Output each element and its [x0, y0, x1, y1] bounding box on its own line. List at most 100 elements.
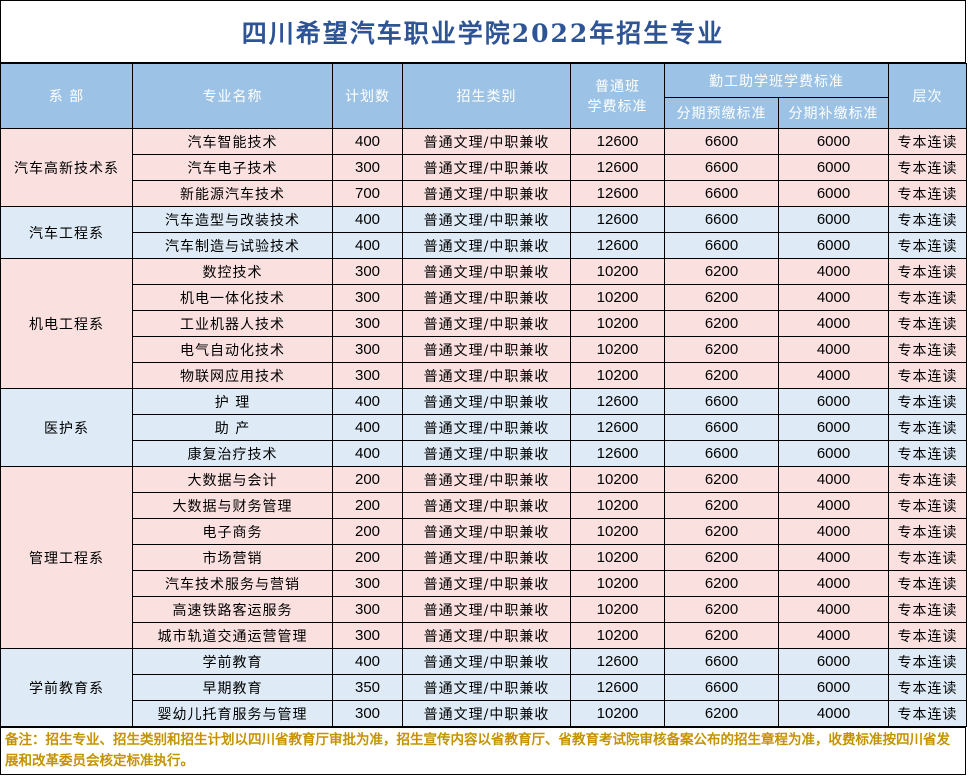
- major-cell: 学前教育: [132, 648, 333, 675]
- plan-cell: 350: [332, 674, 403, 701]
- installment-supp-cell: 4000: [778, 310, 889, 337]
- header-regular-fee-line2: 学费标准: [587, 99, 648, 115]
- table-row: 汽车制造与试验技术 400 普通文理/中职兼收 12600 6600 6000 专本连读: [1, 232, 967, 259]
- table-row: 电气自动化技术 300 普通文理/中职兼收 10200 6200 4000 专本连读: [1, 336, 967, 363]
- table-row: 机电工程系 数控技术 300 普通文理/中职兼收 10200 6200 4000 专本连读: [0, 258, 967, 389]
- level-cell: 专本连读: [888, 232, 967, 259]
- installment-cell: 6200: [664, 570, 779, 597]
- plan-cell: 300: [332, 258, 403, 285]
- regular-fee-cell: 12600: [570, 180, 665, 207]
- major-cell: 婴幼儿托育服务与管理: [132, 700, 333, 727]
- plan-cell: 300: [332, 362, 403, 389]
- plan-cell: 300: [332, 596, 403, 623]
- level-cell: 专本连读: [888, 596, 967, 623]
- regular-fee-cell: 12600: [570, 232, 665, 259]
- regular-fee-cell: 12600: [570, 674, 665, 701]
- installment-cell: 6200: [664, 544, 779, 571]
- department-cell: 机电工程系: [0, 258, 133, 389]
- installment-supp-cell: 6000: [778, 206, 889, 233]
- table-row: 高速铁路客运服务 300 普通文理/中职兼收 10200 6200 4000 专本连读: [1, 596, 967, 623]
- installment-supp-cell: 4000: [778, 258, 889, 285]
- plan-cell: 200: [332, 492, 403, 519]
- level-cell: 专本连读: [888, 388, 967, 415]
- table-row: 市场营销 200 普通文理/中职兼收 10200 6200 4000 专本连读: [1, 544, 967, 571]
- table-row: 汽车技术服务与营销 300 普通文理/中职兼收 10200 6200 4000 专本连读: [1, 570, 967, 597]
- installment-supp-cell: 4000: [778, 466, 889, 493]
- major-cell: 大数据与财务管理: [132, 492, 333, 519]
- level-cell: 专本连读: [888, 440, 967, 467]
- level-cell: 专本连读: [888, 648, 967, 675]
- installment-supp-cell: 4000: [778, 284, 889, 311]
- table-row: 新能源汽车技术 700 普通文理/中职兼收 12600 6600 6000 专本连读: [1, 180, 967, 207]
- installment-supp-cell: 6000: [778, 674, 889, 701]
- table-row: 电子商务 200 普通文理/中职兼收 10200 6200 4000 专本连读: [1, 518, 967, 545]
- level-cell: 专本连读: [888, 336, 967, 363]
- major-cell: 汽车造型与改装技术: [132, 206, 333, 233]
- table-row: 机电一体化技术 300 普通文理/中职兼收 10200 6200 4000 专本连读: [1, 284, 967, 311]
- category-cell: 普通文理/中职兼收: [402, 284, 571, 311]
- installment-cell: 6600: [664, 674, 779, 701]
- regular-fee-cell: 12600: [570, 414, 665, 441]
- regular-fee-cell: 10200: [570, 700, 665, 727]
- installment-cell: 6600: [664, 180, 779, 207]
- department-cell: 管理工程系: [0, 466, 133, 649]
- level-cell: 专本连读: [888, 544, 967, 571]
- installment-supp-cell: 6000: [778, 128, 889, 155]
- category-cell: 普通文理/中职兼收: [402, 622, 571, 649]
- category-cell: 普通文理/中职兼收: [402, 700, 571, 727]
- category-cell: 普通文理/中职兼收: [402, 258, 571, 285]
- installment-cell: 6600: [664, 414, 779, 441]
- header-workstudy: 勤工助学班学费标准: [664, 63, 889, 98]
- installment-supp-cell: 6000: [778, 232, 889, 259]
- header-category: 招生类别: [402, 63, 571, 129]
- major-cell: 护 理: [132, 388, 333, 415]
- level-cell: 专本连读: [888, 570, 967, 597]
- installment-cell: 6200: [664, 336, 779, 363]
- installment-cell: 6600: [664, 128, 779, 155]
- table-row: 汽车电子技术 300 普通文理/中职兼收 12600 6600 6000 专本连读: [1, 154, 967, 181]
- installment-cell: 6600: [664, 388, 779, 415]
- table-row: 早期教育 350 普通文理/中职兼收 12600 6600 6000 专本连读: [1, 674, 967, 701]
- installment-supp-cell: 6000: [778, 180, 889, 207]
- installment-cell: 6200: [664, 518, 779, 545]
- major-cell: 电子商务: [132, 518, 333, 545]
- table-row: 学前教育系 学前教育 400 普通文理/中职兼收 12600 6600 6000 专本连读: [0, 648, 967, 727]
- installment-supp-cell: 6000: [778, 414, 889, 441]
- category-cell: 普通文理/中职兼收: [402, 310, 571, 337]
- installment-supp-cell: 6000: [778, 388, 889, 415]
- regular-fee-cell: 12600: [570, 388, 665, 415]
- plan-cell: 400: [332, 206, 403, 233]
- regular-fee-cell: 10200: [570, 544, 665, 571]
- category-cell: 普通文理/中职兼收: [402, 518, 571, 545]
- installment-cell: 6200: [664, 622, 779, 649]
- installment-cell: 6200: [664, 596, 779, 623]
- installment-supp-cell: 4000: [778, 336, 889, 363]
- major-cell: 机电一体化技术: [132, 284, 333, 311]
- department-cell: 汽车工程系: [0, 206, 133, 259]
- level-cell: 专本连读: [888, 518, 967, 545]
- installment-supp-cell: 4000: [778, 700, 889, 727]
- category-cell: 普通文理/中职兼收: [402, 596, 571, 623]
- plan-cell: 200: [332, 544, 403, 571]
- category-cell: 普通文理/中职兼收: [402, 466, 571, 493]
- major-cell: 汽车技术服务与营销: [132, 570, 333, 597]
- installment-cell: 6600: [664, 440, 779, 467]
- level-cell: 专本连读: [888, 362, 967, 389]
- category-cell: 普通文理/中职兼收: [402, 206, 571, 233]
- table-row: 城市轨道交通运营管理 300 普通文理/中职兼收 10200 6200 4000 专本连读: [1, 622, 967, 649]
- regular-fee-cell: 10200: [570, 258, 665, 285]
- plan-cell: 700: [332, 180, 403, 207]
- header-installment-supp: 分期补缴标准: [778, 97, 889, 129]
- table-row: 管理工程系 大数据与会计 200 普通文理/中职兼收 10200 6200 4000 专本连读: [0, 466, 967, 649]
- regular-fee-cell: 10200: [570, 596, 665, 623]
- category-cell: 普通文理/中职兼收: [402, 232, 571, 259]
- regular-fee-cell: 12600: [570, 206, 665, 233]
- level-cell: 专本连读: [888, 700, 967, 727]
- department-cell: 医护系: [0, 388, 133, 467]
- major-cell: 康复治疗技术: [132, 440, 333, 467]
- category-cell: 普通文理/中职兼收: [402, 154, 571, 181]
- installment-cell: 6200: [664, 700, 779, 727]
- major-cell: 城市轨道交通运营管理: [132, 622, 333, 649]
- category-cell: 普通文理/中职兼收: [402, 336, 571, 363]
